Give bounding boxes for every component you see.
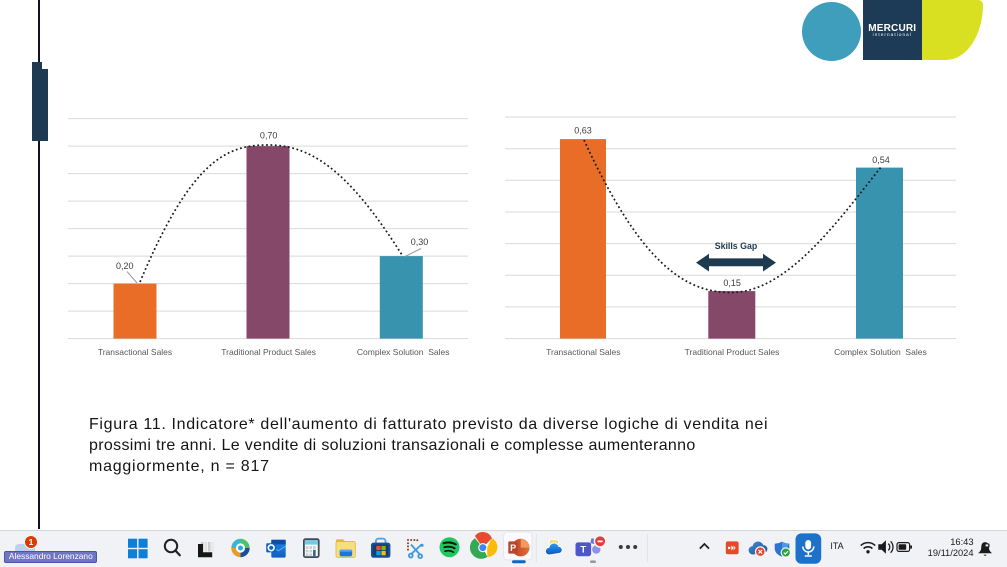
svg-text:Complex Solution Sales: Complex Solution Sales [357,347,450,357]
svg-text:0,63: 0,63 [574,126,592,136]
svg-text:0,70: 0,70 [260,131,278,141]
svg-text:T: T [580,545,586,556]
svg-text:0,54: 0,54 [872,155,890,165]
svg-text:0,15: 0,15 [723,278,741,288]
svg-text:Complex Solution Sales: Complex Solution Sales [834,347,927,357]
svg-text:0,30: 0,30 [411,237,429,247]
svg-text:Traditional Product Sales: Traditional Product Sales [685,347,780,357]
svg-text:Transactional Sales: Transactional Sales [546,347,620,357]
svg-text:Skills Gap: Skills Gap [715,241,758,251]
svg-text:Traditional Product Sales: Traditional Product Sales [221,347,316,357]
svg-text:P: P [510,543,516,553]
svg-text:0,20: 0,20 [116,261,134,271]
svg-text:Transactional Sales: Transactional Sales [98,347,172,357]
